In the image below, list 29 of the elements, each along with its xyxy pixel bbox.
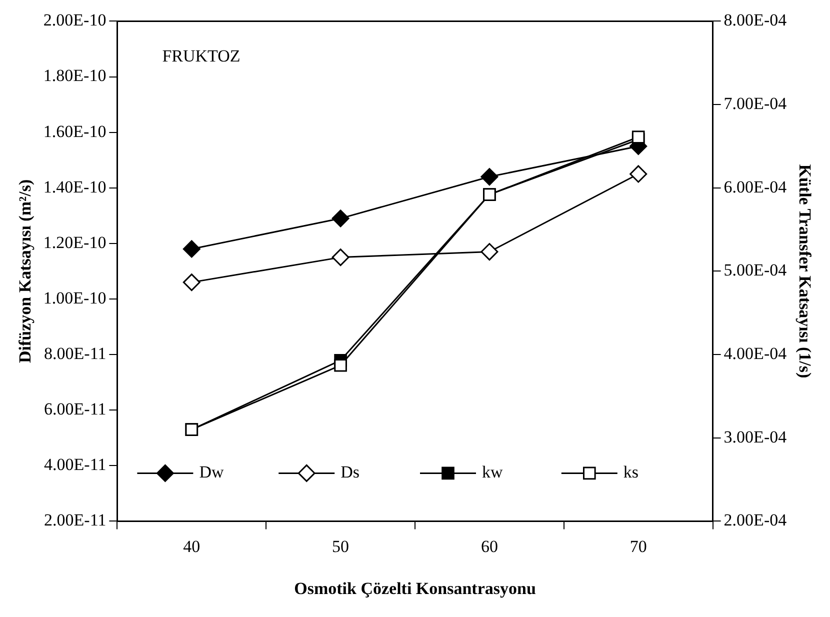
x-tick-label: 50 [332, 536, 350, 556]
legend-label: Dw [199, 462, 224, 482]
y-tick-label: 1.60E-10 [43, 122, 106, 141]
y2-tick-label: 2.00E-04 [724, 510, 788, 530]
x-axis-title: Osmotik Çözelti Konsantrasyonu [294, 579, 536, 598]
legend-label: ks [623, 462, 639, 482]
x-tick-label: 70 [630, 536, 647, 556]
legend-label: kw [482, 462, 504, 482]
y2-tick-label: 7.00E-04 [724, 94, 788, 113]
y2-tick-label: 8.00E-04 [724, 10, 788, 30]
y2-tick-label: 4.00E-04 [724, 344, 788, 363]
y2-tick-label: 6.00E-04 [724, 177, 788, 196]
legend-label: Ds [340, 462, 360, 482]
y2-tick-label: 3.00E-04 [724, 427, 788, 446]
y-tick-label: 4.00E-11 [44, 455, 106, 474]
y2-tick-label: 5.00E-04 [724, 260, 788, 280]
y-tick-label: 6.00E-11 [44, 400, 106, 419]
x-tick-label: 60 [480, 536, 498, 556]
y2-axis-title: Kütle Transfer Katsayısı (1/s) [795, 164, 814, 378]
y-tick-label: 1.40E-10 [43, 177, 106, 196]
x-tick-label: 40 [183, 536, 200, 556]
y-tick-label: 8.00E-11 [44, 344, 106, 363]
y-tick-label: 2.00E-10 [43, 10, 106, 30]
y-tick-label: 1.00E-10 [43, 288, 106, 308]
y-tick-label: 1.80E-10 [43, 66, 106, 86]
y-axis-title: Difüzyon Katsayısı (m²/s) [16, 179, 35, 364]
annotation: FRUKTOZ [162, 46, 240, 66]
y-tick-label: 2.00E-11 [44, 510, 106, 530]
y-tick-label: 1.20E-10 [43, 232, 106, 252]
